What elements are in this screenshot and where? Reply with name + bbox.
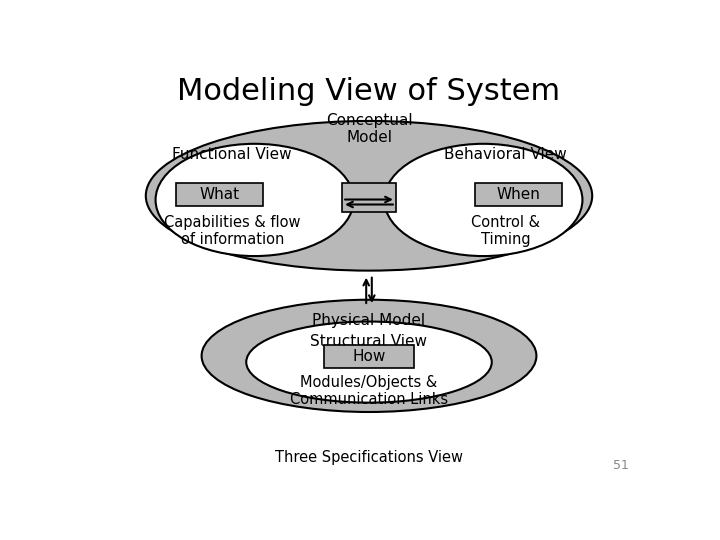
- Text: 51: 51: [613, 460, 629, 472]
- Ellipse shape: [202, 300, 536, 412]
- Text: Control &
Timing: Control & Timing: [471, 215, 540, 247]
- Text: Modules/Objects &
Communication Links: Modules/Objects & Communication Links: [290, 375, 448, 407]
- Text: Behavioral View: Behavioral View: [444, 147, 567, 161]
- Text: Capabilities & flow
of information: Capabilities & flow of information: [164, 215, 300, 247]
- Bar: [176, 183, 263, 206]
- Bar: [324, 346, 413, 368]
- Ellipse shape: [145, 121, 593, 271]
- Ellipse shape: [156, 144, 354, 256]
- Bar: [342, 183, 396, 212]
- Text: Modeling View of System: Modeling View of System: [177, 77, 561, 106]
- Text: Functional View: Functional View: [173, 147, 292, 161]
- Text: Structural View: Structural View: [310, 334, 428, 349]
- Bar: [475, 183, 562, 206]
- Ellipse shape: [384, 144, 582, 256]
- Text: What: What: [199, 187, 240, 202]
- Text: Physical Model: Physical Model: [312, 313, 426, 328]
- Text: Conceptual
Model: Conceptual Model: [325, 113, 413, 145]
- Text: Three Specifications View: Three Specifications View: [275, 450, 463, 465]
- Ellipse shape: [246, 321, 492, 403]
- Text: How: How: [352, 349, 386, 364]
- Text: When: When: [496, 187, 540, 202]
